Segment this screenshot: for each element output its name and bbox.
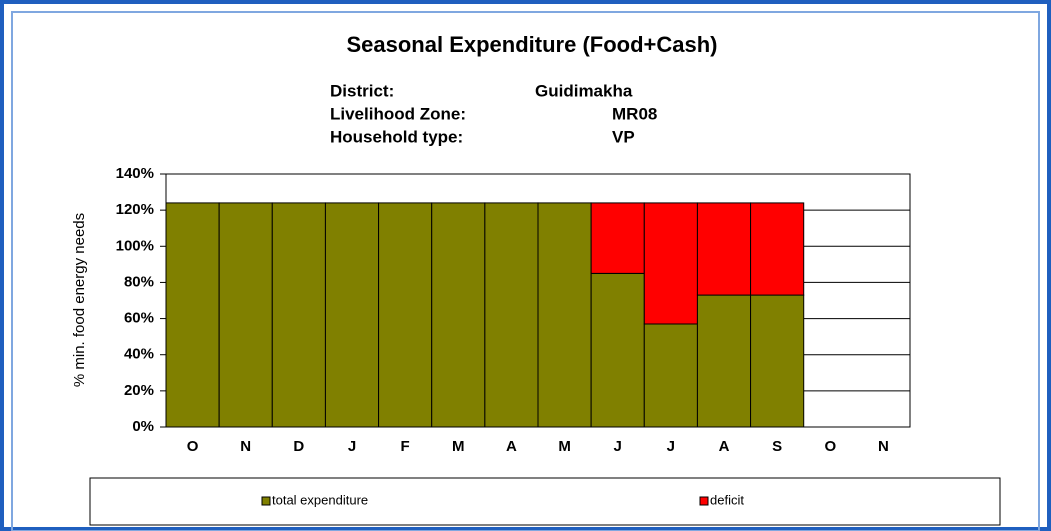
x-tick-label: S	[772, 438, 782, 455]
x-tick-label: O	[187, 438, 199, 455]
y-tick-label: 80%	[124, 273, 154, 290]
bar-segment	[643, 202, 698, 325]
y-axis-label: % min. food energy needs	[71, 213, 88, 387]
bar-segment	[431, 202, 486, 428]
x-tick-label: D	[293, 438, 304, 455]
y-tick-label: 140%	[116, 165, 154, 182]
info-value: MR08	[612, 104, 657, 123]
info-label: District:	[330, 81, 394, 100]
bar-segment	[324, 202, 380, 428]
bar-segment	[484, 202, 539, 428]
bar-segment	[378, 202, 433, 428]
bar-segment	[537, 202, 592, 428]
x-tick-label: A	[506, 438, 517, 455]
info-value: Guidimakha	[535, 81, 633, 100]
x-tick-label: A	[719, 438, 730, 455]
x-tick-label: M	[452, 438, 465, 455]
y-tick-label: 100%	[116, 237, 154, 254]
legend	[89, 477, 1001, 526]
x-tick-label: J	[614, 438, 622, 455]
bar-segment	[165, 202, 220, 428]
x-tick-label: J	[667, 438, 675, 455]
bar-segment	[643, 323, 698, 428]
x-tick-label: J	[348, 438, 356, 455]
y-tick-label: 60%	[124, 310, 154, 327]
y-tick-label: 40%	[124, 346, 154, 363]
y-tick-label: 120%	[116, 201, 154, 218]
bar-segment	[750, 202, 805, 296]
bar-segment	[696, 294, 752, 428]
y-tick-label: 0%	[132, 418, 154, 435]
bar-segment	[750, 294, 805, 428]
x-tick-label: F	[401, 438, 410, 455]
bar-segment	[218, 202, 273, 428]
x-tick-label: M	[558, 438, 571, 455]
x-tick-label: O	[824, 438, 836, 455]
bar-segment	[590, 272, 645, 428]
info-label: Livelihood Zone:	[330, 104, 466, 123]
chart-title: Seasonal Expenditure (Food+Cash)	[346, 32, 717, 57]
info-label: Household type:	[330, 127, 463, 146]
legend-swatch	[261, 496, 271, 506]
legend-label: deficit	[710, 492, 744, 507]
info-value: VP	[612, 127, 635, 146]
legend-label: total expenditure	[272, 492, 368, 507]
x-tick-label: N	[240, 438, 251, 455]
x-tick-label: N	[878, 438, 889, 455]
inner-frame	[11, 11, 1040, 531]
bar-segment	[271, 202, 326, 428]
bar-segment	[696, 202, 752, 296]
bar-segment	[590, 202, 645, 274]
y-tick-label: 20%	[124, 382, 154, 399]
legend-swatch	[699, 496, 709, 506]
